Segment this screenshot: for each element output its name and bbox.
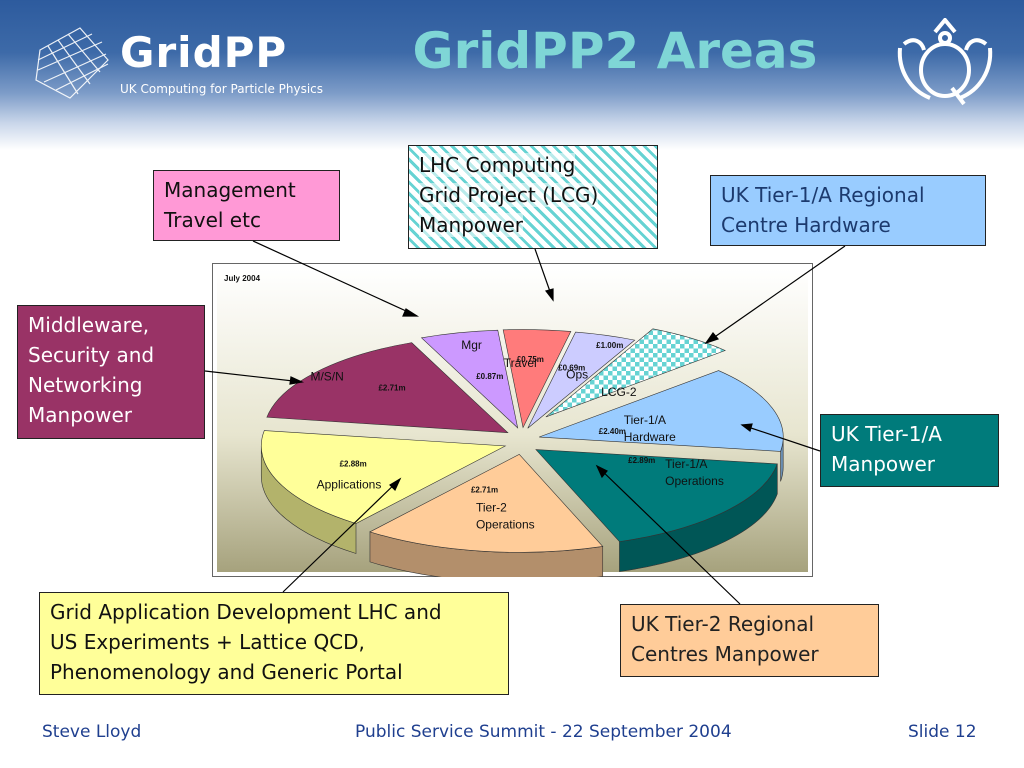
pie-slice-value: £2.71m: [378, 383, 405, 392]
pie-slice-label: Ops: [566, 368, 588, 382]
footer-author: Steve Lloyd: [42, 722, 142, 742]
pie-slice-travel: [502, 329, 572, 429]
middleware-callout: Middleware, Security and Networking Manp…: [17, 305, 205, 439]
footer-event: Public Service Summit - 22 September 200…: [355, 722, 732, 742]
callout-line: US Experiments + Lattice QCD,: [50, 630, 365, 654]
crown-logo-icon: [897, 18, 993, 106]
lcg-callout: LHC Computing Grid Project (LCG) Manpowe…: [408, 145, 658, 249]
callout-line: Networking: [28, 373, 143, 397]
pie-slice-label-line: Operations: [665, 474, 724, 488]
pie-slice-top: [420, 329, 519, 429]
pie-slice-label-line: Tier-1/A: [665, 457, 707, 471]
callout-line: Travel etc: [164, 208, 261, 232]
pie-slice-label: Travel: [504, 356, 537, 370]
pie-slice-m-s-n: [266, 342, 509, 434]
tier2-callout: UK Tier-2 Regional Centres Manpower: [620, 604, 879, 677]
logo-tagline: UK Computing for Particle Physics: [120, 82, 324, 96]
pie-slice-value: £1.00m: [596, 341, 623, 350]
pie-slice-mgr: [420, 329, 519, 429]
pie-slice-top: [266, 342, 509, 434]
pie-slice-lcg-2: [545, 328, 727, 418]
callout-line: Centre Hardware: [721, 213, 891, 237]
pie-slice-value: £2.88m: [340, 459, 367, 468]
callout-line: LHC Computing: [419, 153, 576, 177]
callout-line: UK Tier-2 Regional: [631, 612, 815, 636]
callout-line: Grid Project (LCG): [419, 183, 599, 207]
pie-slice-label-line: Hardware: [624, 430, 676, 444]
callout-line: Security and: [28, 343, 155, 367]
pie-slice-label: Tier-1/A Hardware: [624, 413, 676, 444]
pie-slice-label-line: Tier-1/A: [624, 413, 666, 427]
callout-line: Manpower: [831, 452, 936, 476]
pie-slice-value: £2.71m: [471, 485, 498, 494]
callout-line: UK Tier-1/A: [831, 422, 942, 446]
pie-slice-label: M/S/N: [310, 369, 343, 383]
pie-slice-top: [527, 331, 636, 429]
callout-line: UK Tier-1/A Regional: [721, 183, 925, 207]
pie-slice-ops: [527, 331, 636, 429]
pie-slice-label: Mgr: [461, 338, 482, 352]
pie-slice-label: Applications: [317, 477, 382, 491]
pie-slice-top: [502, 329, 572, 429]
pie-slice-value: £0.87m: [476, 372, 503, 381]
pie-slice-label-line: Operations: [476, 517, 535, 531]
callout-line: Grid Application Development LHC and: [50, 600, 442, 624]
pie-slice-value: £2.89m: [628, 456, 655, 465]
pie-slice-label: Tier-2 Operations: [476, 500, 535, 531]
slide-title: GridPP2 Areas: [412, 22, 818, 80]
callout-line: Manpower: [28, 403, 133, 427]
callout-line: Phenomenology and Generic Portal: [50, 660, 403, 684]
tier1-hardware-callout: UK Tier-1/A Regional Centre Hardware: [710, 175, 986, 246]
footer-slide-number: Slide 12: [908, 722, 977, 742]
callout-line: Management: [164, 178, 296, 202]
callout-line: Manpower: [419, 213, 524, 237]
logo-text: GridPP: [120, 28, 288, 77]
budget-pie-chart: July 2004 Travel£0.75m Mgr £0.87m Ops£0.69m…: [217, 268, 808, 577]
callout-line: Centres Manpower: [631, 642, 819, 666]
chart-date-label: July 2004: [224, 274, 261, 283]
slide-header: GridPP UK Computing for Particle Physics…: [0, 0, 1024, 150]
tier1-manpower-callout: UK Tier-1/A Manpower: [820, 414, 999, 487]
applications-callout: Grid Application Development LHC and US …: [39, 592, 509, 695]
pie-slice-top: [545, 328, 727, 418]
grid-logo-icon: [35, 27, 109, 99]
pie-slice-value: £0.69m: [558, 364, 585, 373]
callout-line: Middleware,: [28, 313, 150, 337]
pie-slice-value: £0.75m: [517, 355, 544, 364]
management-callout: Management Travel etc: [153, 170, 340, 241]
pie-slice-value: £2.40m: [599, 427, 626, 436]
pie-slice-label: LCG-2: [601, 385, 637, 399]
pie-slice-label-line: Tier-2: [476, 500, 507, 514]
